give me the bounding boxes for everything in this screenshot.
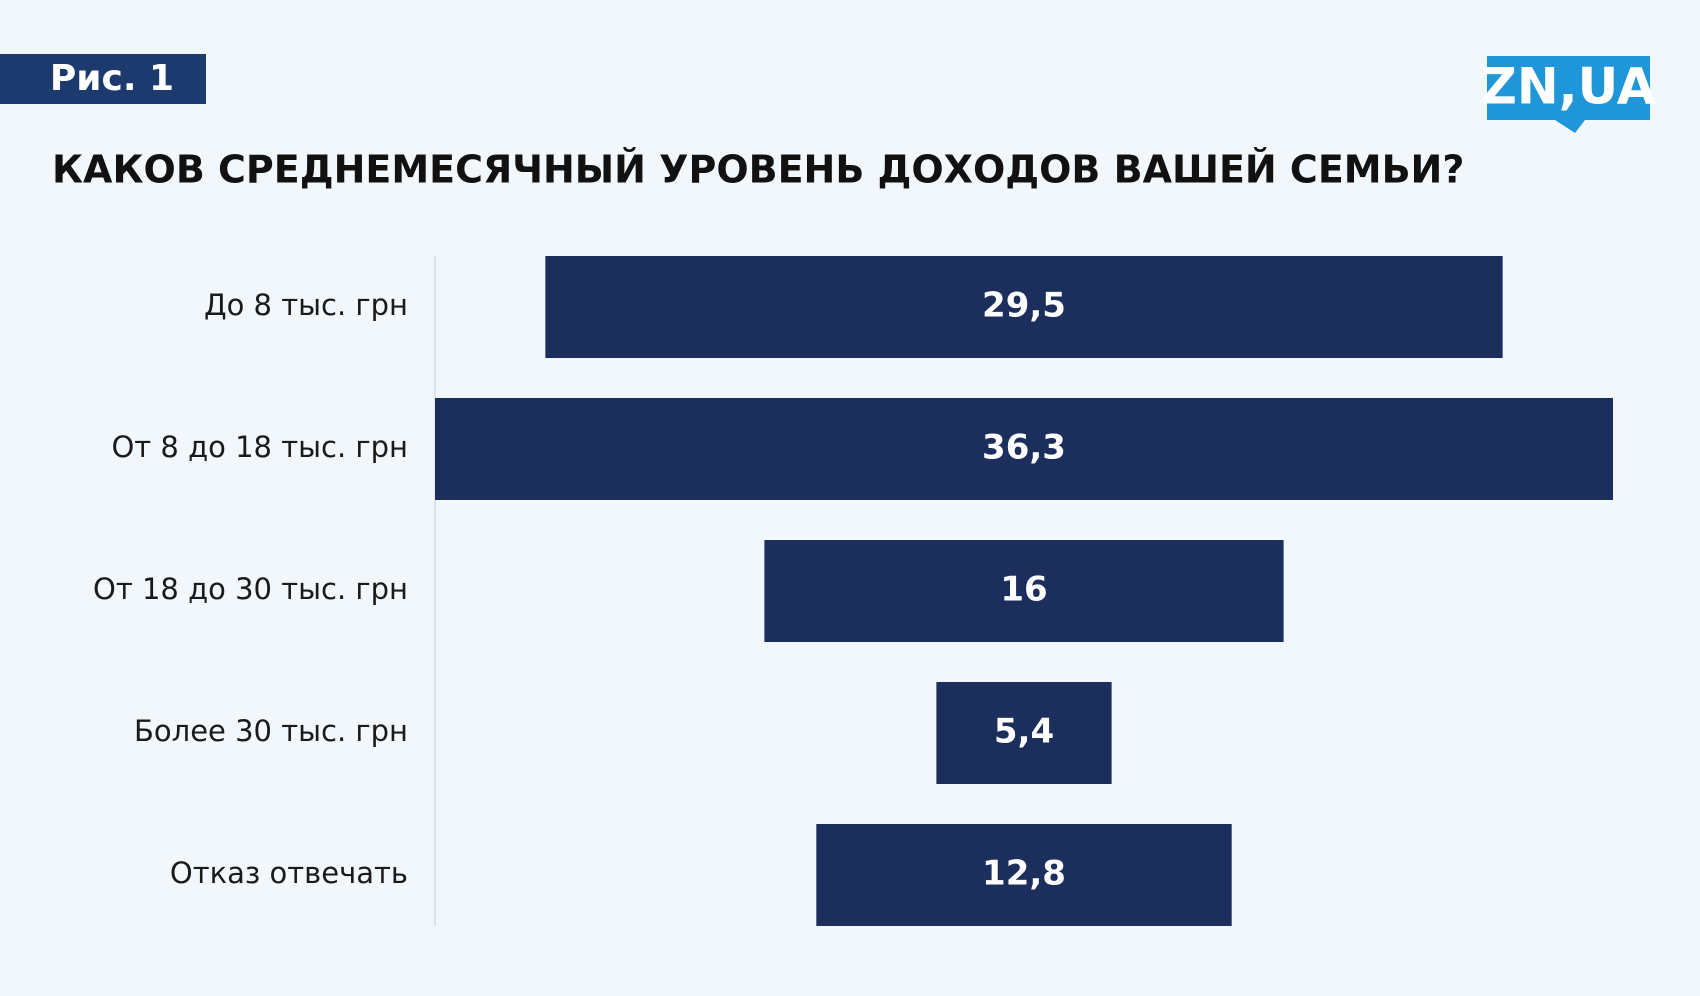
- value-label: 5,4: [994, 712, 1054, 752]
- bar: [816, 824, 1232, 926]
- bar: [545, 256, 1503, 358]
- figure-label-box: [0, 54, 206, 104]
- category-label: От 18 до 30 тыс. грн: [93, 572, 408, 606]
- value-label: 29,5: [982, 286, 1066, 326]
- value-label: 16: [1000, 570, 1047, 610]
- category-label: До 8 тыс. грн: [204, 288, 408, 322]
- category-label: Отказ отвечать: [170, 856, 408, 890]
- value-label: 36,3: [982, 428, 1066, 468]
- logo-box: [1487, 56, 1650, 120]
- figure-label: Рис. 1: [50, 58, 174, 99]
- value-label: 12,8: [982, 854, 1066, 894]
- bar: [435, 398, 1613, 500]
- bar: [936, 682, 1112, 784]
- logo: ZN,UA: [1481, 58, 1656, 116]
- category-label: Более 30 тыс. грн: [134, 714, 408, 748]
- category-label: От 8 до 18 тыс. грн: [111, 430, 408, 464]
- bar: [764, 540, 1284, 642]
- chart-title: КАКОВ СРЕДНЕМЕСЯЧНЫЙ УРОВЕНЬ ДОХОДОВ ВАШ…: [52, 148, 1464, 192]
- logo-tail: [1555, 120, 1585, 133]
